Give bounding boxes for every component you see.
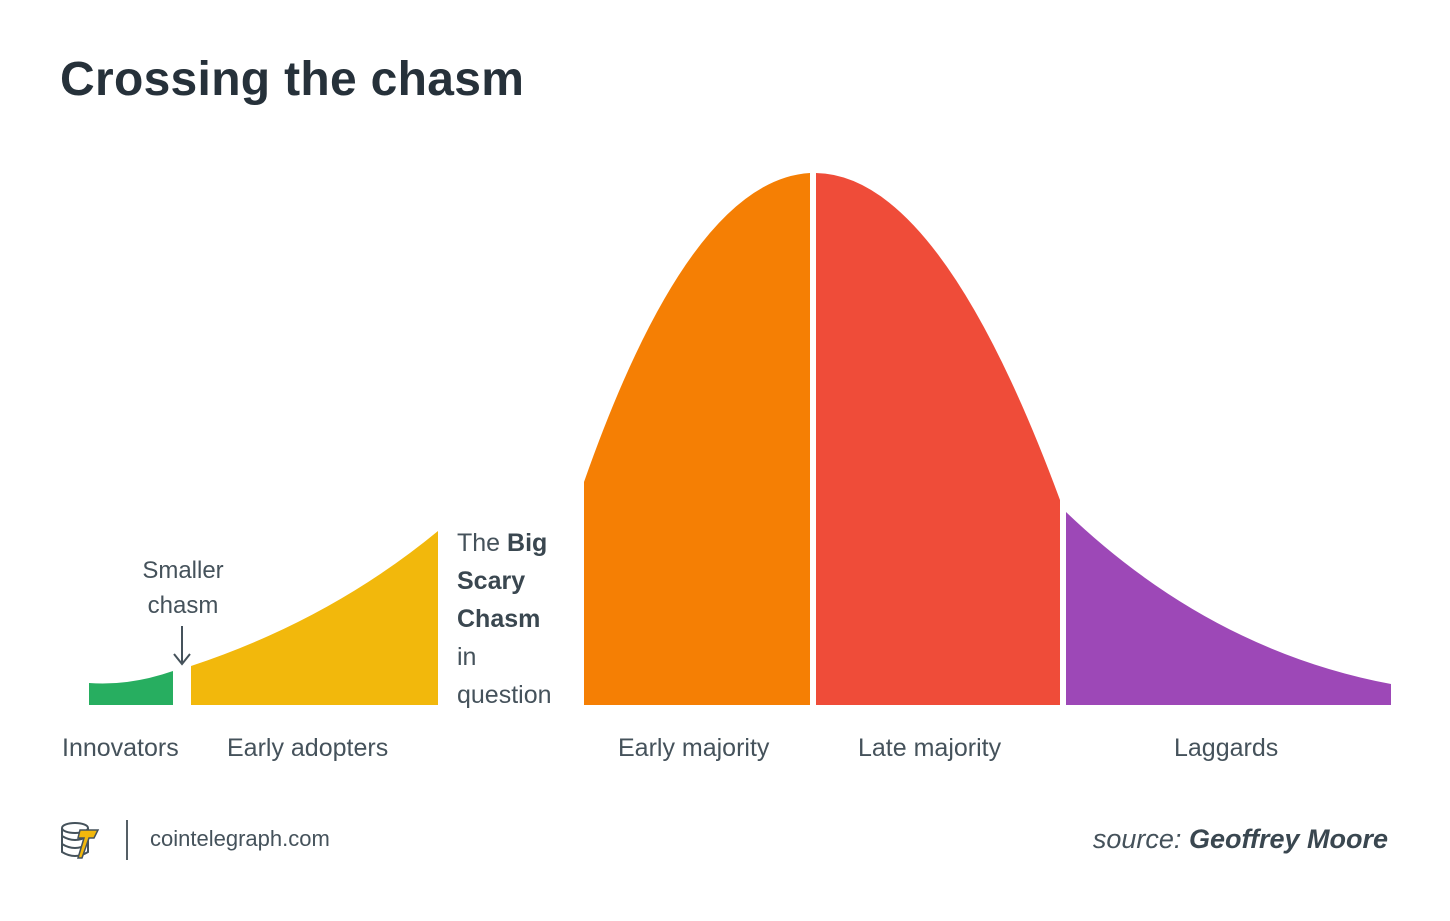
segment-innovators — [89, 671, 173, 705]
footer-divider — [126, 820, 128, 860]
label-laggards: Laggards — [1174, 734, 1279, 762]
big-chasm-bold3: Chasm — [457, 605, 541, 633]
label-early-adopters: Early adopters — [227, 734, 389, 762]
big-chasm-annotation: The Big Scary Chasm in question — [457, 524, 577, 714]
segment-early-adopters — [191, 531, 438, 705]
big-chasm-suffix2: question — [457, 681, 552, 709]
cointelegraph-logo-icon — [61, 822, 100, 859]
label-early-majority: Early majority — [618, 734, 770, 762]
big-chasm-bold2: Scary — [457, 567, 526, 595]
source-credit: source: Geoffrey Moore — [1093, 824, 1388, 855]
segment-early-majority — [584, 173, 810, 705]
big-chasm-prefix: The — [457, 529, 501, 557]
smaller-chasm-line1: Smaller — [142, 557, 224, 584]
smaller-chasm-arrow-head — [173, 653, 191, 666]
source-prefix: source: — [1092, 824, 1182, 854]
site-url: cointelegraph.com — [150, 826, 330, 851]
big-chasm-suffix1: in — [457, 643, 477, 671]
page-title: Crossing the chasm — [60, 53, 525, 106]
label-late-majority: Late majority — [858, 734, 1002, 762]
segment-laggards — [1066, 512, 1391, 705]
smaller-chasm-line2: chasm — [147, 592, 219, 619]
source-name: Geoffrey Moore — [1188, 824, 1388, 854]
segment-late-majority — [816, 173, 1060, 705]
smaller-chasm-annotation: Smaller chasm — [120, 553, 246, 623]
label-innovators: Innovators — [62, 734, 179, 762]
big-chasm-bold1: Big — [507, 529, 548, 557]
